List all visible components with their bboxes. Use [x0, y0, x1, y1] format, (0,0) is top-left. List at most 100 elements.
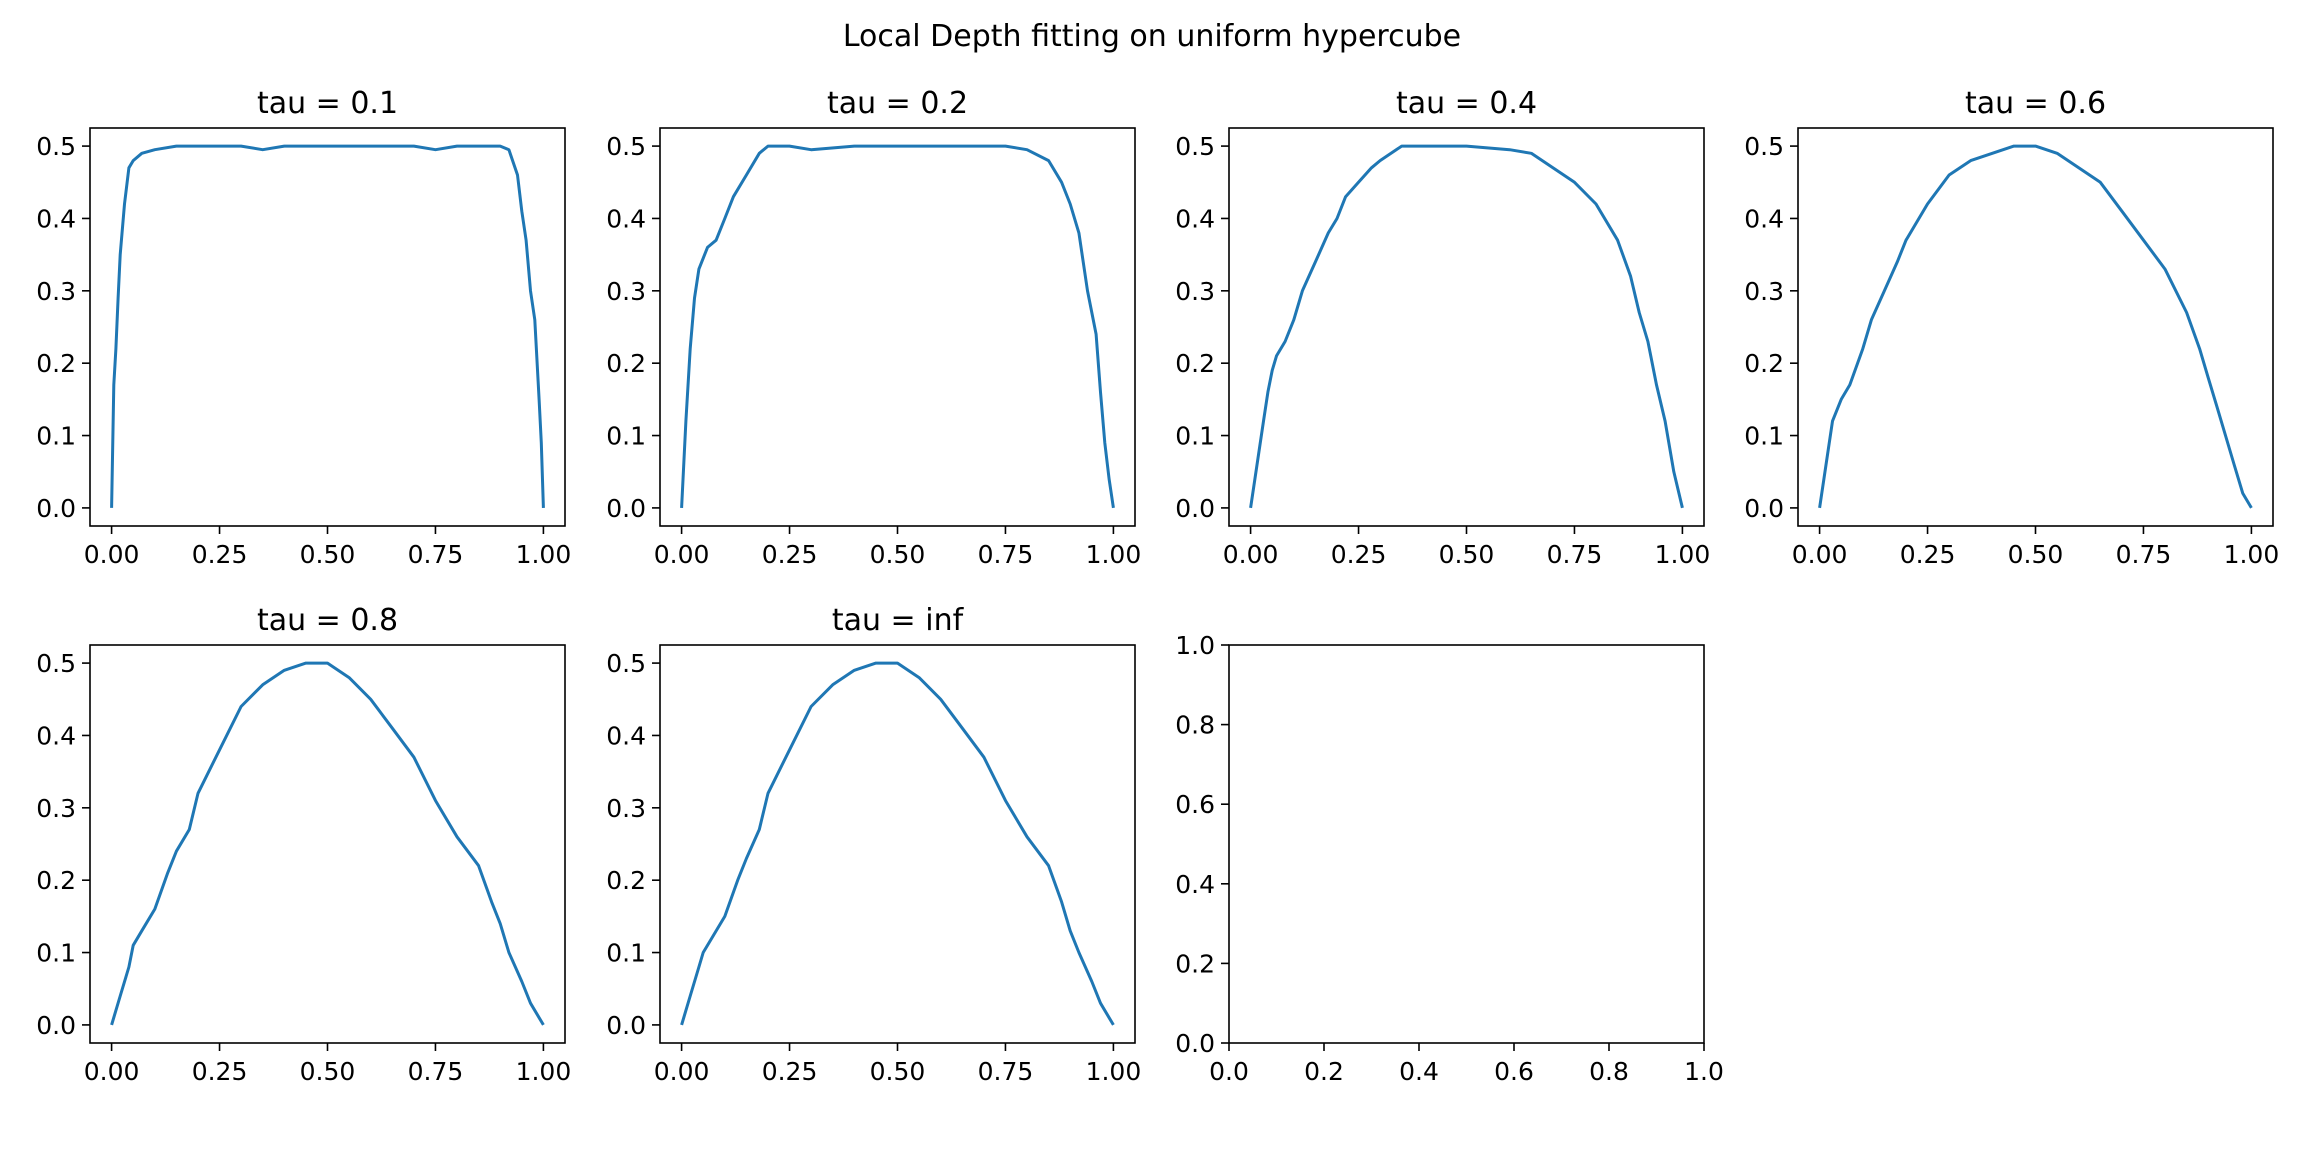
- x-tick-label: 0.25: [762, 540, 818, 569]
- y-tick-label: 0.2: [1744, 349, 1784, 378]
- subplot-grid: 0.00 0.25 0.50 0.75 1.00 0.0 0.1 0.2 0.3 0.4 0.5 ta…: [36, 86, 2279, 1086]
- x-tick-label: 0.00: [1792, 540, 1848, 569]
- x-tick-label: 0.75: [2116, 540, 2172, 569]
- y-tick-label: 0.2: [606, 349, 646, 378]
- panel-title: tau = inf: [832, 603, 965, 638]
- y-tick-label: 0.4: [1744, 204, 1784, 233]
- x-tick-label: 0.75: [408, 1057, 464, 1086]
- y-tick-label: 0.0: [1175, 494, 1215, 523]
- subplot-2: 0.00 0.25 0.50 0.75 1.00 0.0 0.1 0.2 0.3 0.4 0.5 ta…: [606, 86, 1141, 569]
- x-tick-label: 0.25: [1331, 540, 1387, 569]
- x-tick-label: 0.0: [1209, 1057, 1249, 1086]
- x-tick-label: 0.2: [1304, 1057, 1344, 1086]
- subplot-7: 0.0 0.2 0.4 0.6 0.8 1.0 0.0 0.2 0.4 0.6 0.8 1.0: [1175, 631, 1724, 1086]
- subplot-3: 0.00 0.25 0.50 0.75 1.00 0.0 0.1 0.2 0.3 0.4 0.5 ta…: [1175, 86, 1710, 569]
- y-tick-label: 0.2: [606, 866, 646, 895]
- x-tick-label: 0.75: [978, 1057, 1034, 1086]
- y-tick-label: 0.0: [1175, 1029, 1215, 1058]
- y-tick-label: 0.5: [36, 132, 76, 161]
- y-tick-label: 0.3: [1175, 277, 1215, 306]
- x-tick-label: 0.75: [978, 540, 1034, 569]
- x-tick-label: 1.00: [1655, 540, 1711, 569]
- x-tick-label: 0.00: [654, 540, 710, 569]
- y-tick-label: 0.3: [606, 277, 646, 306]
- y-tick-label: 0.0: [1744, 494, 1784, 523]
- series-line: [1818, 144, 2253, 509]
- y-tick-label: 0.3: [1744, 277, 1784, 306]
- x-tick-label: 1.00: [516, 1057, 572, 1086]
- x-tick-label: 1.0: [1684, 1057, 1724, 1086]
- x-tick-label: 0.6: [1494, 1057, 1534, 1086]
- y-tick-label: 0.3: [36, 277, 76, 306]
- y-tick-label: 0.1: [36, 422, 76, 451]
- y-tick-label: 0.5: [606, 649, 646, 678]
- y-tick-label: 1.0: [1175, 631, 1215, 660]
- x-tick-label: 0.8: [1589, 1057, 1629, 1086]
- panel-title: tau = 0.1: [257, 86, 398, 121]
- axes-frame: [1228, 644, 1705, 1044]
- y-tick-label: 0.5: [36, 649, 76, 678]
- series-line: [680, 144, 1115, 509]
- y-tick-label: 0.4: [1175, 204, 1215, 233]
- series-line: [680, 661, 1115, 1026]
- y-tick-label: 0.2: [1175, 949, 1215, 978]
- panel-title: tau = 0.4: [1396, 86, 1537, 121]
- x-tick-label: 0.00: [654, 1057, 710, 1086]
- y-tick-label: 0.4: [606, 721, 646, 750]
- x-tick-label: 0.4: [1399, 1057, 1439, 1086]
- series-line: [1249, 144, 1684, 509]
- x-tick-label: 0.50: [300, 540, 356, 569]
- y-tick-label: 0.1: [1175, 422, 1215, 451]
- x-tick-label: 1.00: [1086, 540, 1142, 569]
- panel-title: tau = 0.8: [257, 603, 398, 638]
- x-tick-label: 0.75: [1547, 540, 1603, 569]
- y-tick-label: 0.4: [606, 204, 646, 233]
- x-tick-label: 0.75: [408, 540, 464, 569]
- y-tick-label: 0.0: [606, 494, 646, 523]
- x-tick-label: 0.00: [84, 540, 140, 569]
- x-tick-label: 0.00: [1223, 540, 1279, 569]
- x-tick-label: 0.50: [1439, 540, 1495, 569]
- y-tick-label: 0.3: [606, 794, 646, 823]
- x-tick-label: 0.50: [870, 540, 926, 569]
- series-line: [110, 661, 545, 1026]
- figure-suptitle: Local Depth fitting on uniform hypercube: [843, 19, 1461, 54]
- subplot-4: 0.00 0.25 0.50 0.75 1.00 0.0 0.1 0.2 0.3 0.4 0.5 ta…: [1744, 86, 2279, 569]
- x-tick-label: 0.25: [192, 540, 248, 569]
- y-tick-label: 0.1: [1744, 422, 1784, 451]
- x-tick-label: 1.00: [1086, 1057, 1142, 1086]
- x-tick-label: 0.50: [300, 1057, 356, 1086]
- panel-title: tau = 0.2: [827, 86, 968, 121]
- x-tick-label: 0.50: [870, 1057, 926, 1086]
- y-tick-label: 0.6: [1175, 790, 1215, 819]
- x-tick-label: 1.00: [516, 540, 572, 569]
- y-tick-label: 0.0: [36, 1011, 76, 1040]
- y-tick-label: 0.4: [1175, 870, 1215, 899]
- x-tick-label: 0.25: [762, 1057, 818, 1086]
- y-tick-label: 0.5: [606, 132, 646, 161]
- y-tick-label: 0.0: [36, 494, 76, 523]
- y-tick-label: 0.1: [606, 939, 646, 968]
- x-tick-label: 0.25: [192, 1057, 248, 1086]
- x-tick-label: 0.25: [1900, 540, 1956, 569]
- y-tick-label: 0.1: [36, 939, 76, 968]
- y-tick-label: 0.0: [606, 1011, 646, 1040]
- subplot-6: 0.00 0.25 0.50 0.75 1.00 0.0 0.1 0.2 0.3 0.4 0.5 ta…: [606, 603, 1141, 1086]
- y-tick-label: 0.5: [1175, 132, 1215, 161]
- x-tick-label: 0.50: [2008, 540, 2064, 569]
- y-tick-label: 0.2: [36, 866, 76, 895]
- y-tick-label: 0.8: [1175, 711, 1215, 740]
- x-tick-label: 0.00: [84, 1057, 140, 1086]
- subplot-5: 0.00 0.25 0.50 0.75 1.00 0.0 0.1 0.2 0.3 0.4 0.5 ta…: [36, 603, 571, 1086]
- y-tick-label: 0.3: [36, 794, 76, 823]
- subplot-1: 0.00 0.25 0.50 0.75 1.00 0.0 0.1 0.2 0.3 0.4 0.5 ta…: [36, 86, 571, 569]
- y-tick-label: 0.2: [1175, 349, 1215, 378]
- series-line: [110, 144, 545, 508]
- y-tick-label: 0.1: [606, 422, 646, 451]
- x-tick-label: 1.00: [2224, 540, 2280, 569]
- y-tick-label: 0.2: [36, 349, 76, 378]
- y-tick-label: 0.5: [1744, 132, 1784, 161]
- y-tick-label: 0.4: [36, 204, 76, 233]
